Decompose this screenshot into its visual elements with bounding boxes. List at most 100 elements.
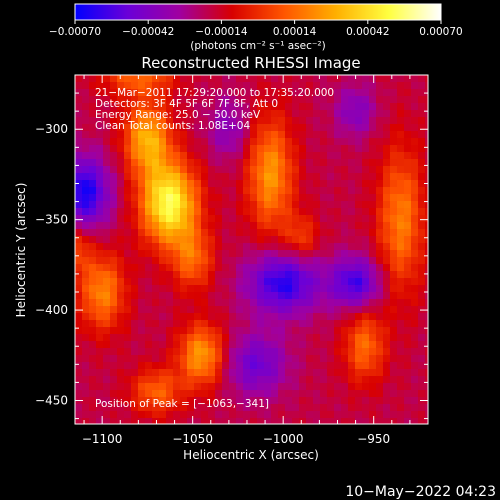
heatmap-cell — [299, 96, 307, 104]
heatmap-cell — [138, 194, 146, 202]
heatmap-cell — [229, 348, 237, 356]
heatmap-cell — [278, 236, 286, 244]
heatmap-cell — [229, 152, 237, 160]
heatmap-cell — [103, 208, 111, 216]
heatmap-cell — [306, 327, 314, 335]
heatmap-cell — [159, 194, 167, 202]
heatmap-cell — [292, 320, 300, 328]
heatmap-cell — [362, 306, 370, 314]
heatmap-cell — [278, 82, 286, 90]
heatmap-cell — [348, 306, 356, 314]
heatmap-cell — [285, 285, 293, 293]
heatmap-cell — [152, 285, 160, 293]
heatmap-cell — [75, 124, 83, 132]
heatmap-cell — [96, 411, 104, 419]
heatmap-cell — [411, 152, 419, 160]
heatmap-cell — [397, 117, 405, 125]
heatmap-cell — [103, 292, 111, 300]
heatmap-cell — [306, 75, 314, 83]
heatmap-cell — [376, 159, 384, 167]
heatmap-cell — [397, 418, 405, 424]
heatmap-cell — [103, 103, 111, 111]
heatmap-cell — [334, 215, 342, 223]
heatmap-cell — [89, 187, 97, 195]
heatmap-cell — [404, 376, 412, 384]
heatmap-cell — [271, 89, 279, 97]
heatmap-cell — [201, 159, 209, 167]
heatmap-cell — [103, 145, 111, 153]
heatmap-cell — [173, 418, 181, 424]
heatmap-cell — [208, 299, 216, 307]
heatmap-cell — [124, 327, 132, 335]
heatmap-cell — [383, 341, 391, 349]
heatmap-cell — [194, 257, 202, 265]
heatmap-cell — [320, 124, 328, 132]
heatmap-cell — [418, 215, 426, 223]
heatmap-cell — [292, 117, 300, 125]
heatmap-cell — [348, 355, 356, 363]
heatmap-cell — [173, 362, 181, 370]
heatmap-cell — [271, 257, 279, 265]
heatmap-cell — [222, 341, 230, 349]
heatmap-cell — [145, 341, 153, 349]
heatmap-cell — [320, 418, 328, 424]
heatmap-cell — [152, 299, 160, 307]
heatmap-cell — [383, 348, 391, 356]
heatmap-cell — [355, 404, 363, 412]
heatmap-cell — [96, 236, 104, 244]
heatmap-cell — [187, 348, 195, 356]
heatmap-cell — [187, 89, 195, 97]
heatmap-cell — [166, 376, 174, 384]
heatmap-cell — [173, 334, 181, 342]
heatmap-cell — [313, 96, 321, 104]
heatmap-cell — [201, 390, 209, 398]
heatmap-cell — [369, 341, 377, 349]
heatmap-cell — [173, 201, 181, 209]
heatmap-cell — [376, 418, 384, 424]
heatmap-cell — [180, 110, 188, 118]
heatmap-cell — [145, 320, 153, 328]
heatmap-cell — [131, 243, 139, 251]
heatmap-cell — [397, 166, 405, 174]
heatmap-cell — [89, 404, 97, 412]
heatmap-cell — [152, 292, 160, 300]
heatmap-cell — [320, 299, 328, 307]
heatmap-cell — [250, 75, 258, 83]
heatmap-cell — [180, 292, 188, 300]
heatmap-cell — [229, 418, 237, 424]
heatmap-cell — [96, 348, 104, 356]
heatmap-cell — [152, 180, 160, 188]
heatmap-cell — [383, 201, 391, 209]
heatmap-cell — [299, 110, 307, 118]
y-tick-label: −450 — [35, 393, 68, 407]
heatmap-cell — [397, 341, 405, 349]
heatmap-cell — [243, 187, 251, 195]
heatmap-cell — [138, 278, 146, 286]
heatmap-cell — [404, 166, 412, 174]
heatmap-cell — [110, 236, 118, 244]
heatmap-cell — [425, 208, 428, 216]
heatmap-cell — [383, 320, 391, 328]
heatmap-cell — [271, 292, 279, 300]
heatmap-cell — [145, 208, 153, 216]
heatmap-cell — [376, 124, 384, 132]
heatmap-cell — [201, 166, 209, 174]
heatmap-cell — [397, 313, 405, 321]
heatmap-cell — [362, 96, 370, 104]
heatmap-cell — [306, 334, 314, 342]
heatmap-cell — [243, 369, 251, 377]
heatmap-cell — [271, 243, 279, 251]
heatmap-cell — [369, 369, 377, 377]
heatmap-cell — [124, 411, 132, 419]
heatmap-cell — [390, 278, 398, 286]
heatmap-cell — [145, 89, 153, 97]
heatmap-cell — [236, 201, 244, 209]
heatmap-cell — [187, 341, 195, 349]
heatmap-cell — [271, 271, 279, 279]
heatmap-cell — [327, 313, 335, 321]
heatmap-cell — [327, 390, 335, 398]
heatmap-cell — [152, 411, 160, 419]
heatmap-cell — [89, 362, 97, 370]
heatmap-cell — [215, 418, 223, 424]
heatmap-cell — [215, 341, 223, 349]
